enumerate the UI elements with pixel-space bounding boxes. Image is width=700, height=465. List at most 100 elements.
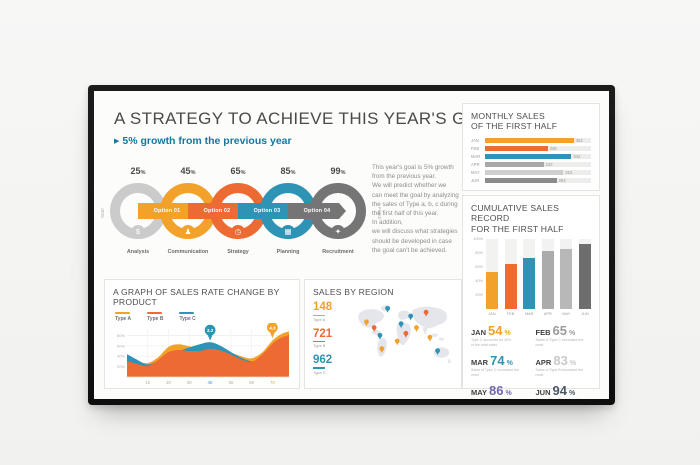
region-stat: 962 Type C (313, 354, 333, 375)
map-pin (364, 319, 369, 325)
map-pin (403, 331, 409, 337)
area-chart: 10 20 30 40 50 60 70 80% 60% 40% 20% 3.2 4.3 (117, 322, 289, 385)
process-flow: 25% $ Analysis 45% ♟ Communication 65% ◷… (100, 161, 382, 261)
stat-caption: Sales of Type C increased the most (471, 368, 519, 377)
panel-title: SALES BY REGION (313, 287, 394, 297)
stopwatch-icon: ◷ (231, 225, 245, 239)
marker-pin (207, 335, 213, 342)
x-tick-label: 40 (208, 380, 213, 385)
start-label: Start (100, 208, 105, 218)
x-tick-label: 20 (166, 380, 171, 385)
bar-fill (485, 178, 557, 184)
bar-fill (485, 146, 548, 152)
monthly-sales-panel: MONTHLY SALES OF THE FIRST HALF JAN 352 FE… (462, 103, 600, 191)
underline (313, 314, 325, 316)
legend-swatch (147, 311, 163, 315)
sales-region-panel: SALES BY REGION 148 Type A 721 Type B 962 T… (304, 279, 462, 389)
option-ribbon-03: Option 03 (238, 203, 296, 219)
y-tick-label: 20% (117, 364, 125, 369)
bar-column (523, 239, 536, 310)
bar-row: JUN 284 (471, 177, 591, 185)
bar-column (560, 239, 573, 310)
stat-feb: FEB 65% Sales of Type C increased the most (536, 324, 592, 348)
calendar-icon: ▦ (281, 225, 295, 239)
stat-mar: MAR 74% Sales of Type C increased the most (471, 354, 527, 378)
bar-value: 284 (558, 177, 566, 183)
bar-value: 310 (565, 169, 573, 175)
bar-fill (485, 138, 574, 144)
map-pin (435, 348, 441, 354)
lightbulb-icon: ✦ (331, 225, 345, 239)
step-label: Communication (167, 249, 209, 255)
map-pin (394, 339, 400, 344)
bar-fill (485, 154, 572, 160)
stat-caption: Sales of Type B increased the most (536, 398, 592, 399)
world-map (358, 305, 451, 364)
bar-column (486, 239, 498, 310)
panel-title: MONTHLY SALES OF THE FIRST HALF (471, 111, 558, 132)
bar-column (504, 239, 517, 310)
map-pin (398, 321, 404, 327)
x-tick-label: 60 (249, 380, 254, 385)
person-icon: ♟ (181, 225, 195, 239)
y-tick-label: 60% (117, 344, 125, 349)
bar-row: FEB 248 (471, 145, 591, 153)
marker-value: 4.3 (269, 326, 276, 331)
step-label: Recruitment (322, 249, 354, 255)
bar-value: 248 (549, 145, 557, 151)
bar-value: 352 (575, 137, 583, 143)
step-percent: 85% (280, 166, 296, 176)
bar-fill (560, 249, 573, 310)
option-ribbon-04: Option 04 (288, 203, 346, 219)
bar-fill (485, 170, 564, 176)
bar-fill (485, 162, 544, 168)
bar-fill (541, 251, 554, 310)
map-pin (423, 310, 429, 316)
y-tick-label: 80% (117, 333, 125, 338)
step-percent: 65% (230, 166, 246, 176)
map-pin (377, 333, 383, 339)
map-pin (385, 306, 391, 312)
map-pin (427, 335, 433, 341)
region-stat: 148 Type A (313, 301, 333, 322)
arrow-marker-icon: ▶ (114, 138, 120, 145)
option-ribbon-02: Option 02 (188, 203, 246, 219)
map-pin (408, 314, 414, 319)
map-pin (414, 325, 419, 331)
bar-fill (578, 243, 591, 310)
step-label: Strategy (227, 249, 249, 255)
legend-item: Type C (179, 311, 196, 322)
underline (313, 341, 325, 343)
dashboard-screen: A STRATEGY TO ACHIEVE THIS YEAR'S GOAL ▶… (94, 91, 609, 399)
stat-caption: Sales of Type B increased the most (535, 368, 584, 377)
map-pin (371, 325, 377, 331)
stat-caption: Type C accounts for 40% of the total sal… (471, 338, 512, 348)
x-axis: JAN FEB MAR APR MAY JUN (488, 312, 589, 317)
finish-label: Finish (377, 206, 382, 220)
page-title: A STRATEGY TO ACHIEVE THIS YEAR'S GOAL (114, 109, 501, 128)
panel-title: A GRAPH OF SALES RATE CHANGE BY PRODUCT (113, 287, 280, 308)
option-ribbon-01: Option 01 (138, 203, 196, 219)
stat-jan: JAN 54% Type C accounts for 40% of the tot… (471, 324, 527, 348)
region-stat: 721 Type B (313, 327, 333, 349)
map-pin (379, 346, 385, 352)
underline (313, 367, 325, 369)
legend-item: Type B (147, 311, 163, 322)
legend-swatch (179, 311, 195, 315)
legend: Type A Type B Type C (115, 311, 291, 322)
bar-row: MAR 342 (471, 153, 591, 161)
monthly-stats-grid: JAN 54% Type C accounts for 40% of the tot… (471, 324, 591, 399)
cumulative-sales-panel: CUMULATIVE SALES RECORD FOR THE FIRST HAL… (462, 195, 600, 399)
y-tick-label: 40% (117, 354, 125, 359)
x-tick-label: 10 (145, 380, 150, 385)
step-percent: 99% (330, 166, 346, 176)
panel-title: CUMULATIVE SALES RECORD FOR THE FIRST HAL… (471, 203, 564, 234)
bar-fill (486, 271, 498, 310)
bar-value: 342 (573, 153, 581, 159)
goal-description: This year's goal is 5% growth from the p… (372, 164, 459, 254)
cumulative-bar-chart: 100% 80% 60% 40% 20% (471, 237, 591, 310)
bar-row: APR 232 (471, 161, 591, 169)
